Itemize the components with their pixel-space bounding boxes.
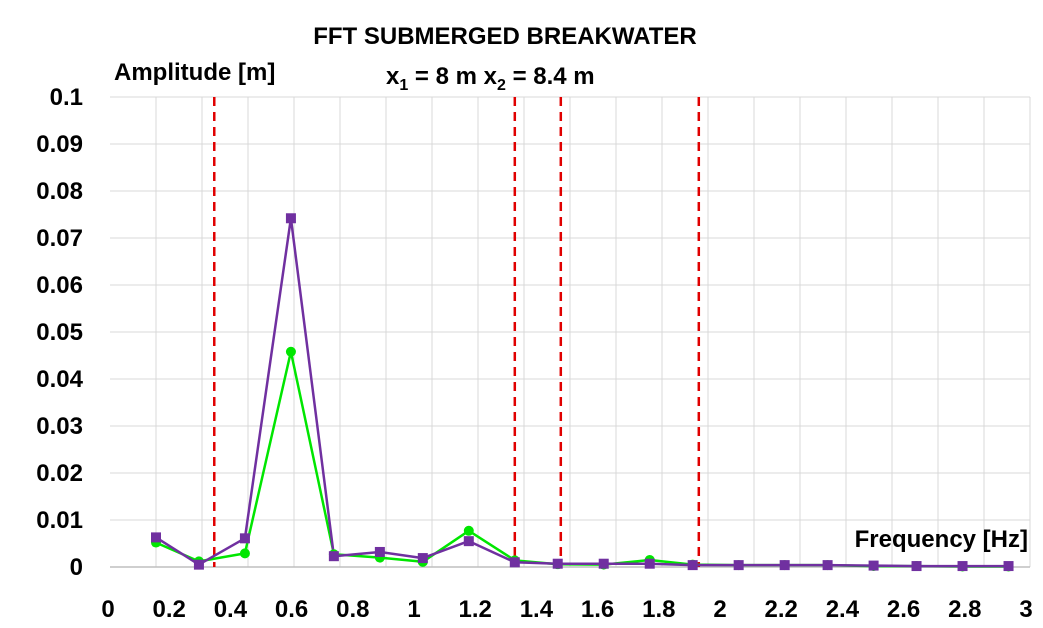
x-tick-label-3: 0.6 [275, 596, 308, 623]
x-tick-label-8: 1.6 [581, 596, 614, 623]
series-group [151, 213, 1014, 572]
y-tick-labels: 0 0.01 0.02 0.03 0.04 0.05 0.06 0.07 0.08 0.09 0.1 [36, 84, 83, 581]
chart-subtitle: x1 = 8 m x2 = 8.4 m [386, 63, 595, 94]
series-2-point-9 [509, 557, 520, 568]
x-tick-label-7: 1.4 [520, 596, 554, 623]
series-2-point-18 [911, 561, 922, 572]
series-2-point-16 [822, 560, 833, 571]
reference-lines [213, 97, 701, 567]
series-2-point-11 [598, 558, 609, 569]
y-tick-label-5: 0.05 [36, 319, 83, 346]
x-tick-label-11: 2.2 [765, 596, 798, 623]
series-2-point-10 [552, 558, 563, 569]
series-2-point-3 [239, 533, 250, 544]
x-tick-label-15: 3 [1019, 596, 1032, 623]
y-tick-label-1: 0.01 [36, 507, 83, 534]
x-tick-label-13: 2.6 [887, 596, 920, 623]
x-tick-labels: 0 0.2 0.4 0.6 0.8 1 1.2 1.4 1.6 1.8 2 2.2 2.4 2.6 2.8 3 [101, 596, 1032, 623]
x-tick-label-2: 0.4 [214, 596, 248, 623]
x-tick-label-9: 1.8 [642, 596, 675, 623]
series-2-point-20 [1003, 561, 1014, 572]
series-1-point-8 [463, 525, 474, 536]
subtitle-x2-label: x [484, 63, 498, 90]
series-2-point-13 [687, 560, 698, 571]
y-tick-label-4: 0.04 [36, 366, 83, 393]
series-2-point-15 [779, 560, 790, 571]
y-tick-label-10: 0.1 [50, 84, 83, 111]
series-2-point-2 [193, 559, 204, 570]
chart-title: FFT SUBMERGED BREAKWATER [313, 23, 697, 50]
subtitle-x1-label: x [386, 63, 400, 90]
x-tick-label-4: 0.8 [336, 596, 369, 623]
x-tick-label-14: 2.8 [948, 596, 981, 623]
x-tick-label-5: 1 [407, 596, 420, 623]
series-1-point-3 [239, 548, 250, 559]
series-2-point-14 [733, 560, 744, 571]
subtitle-x1-subscript: 1 [399, 77, 408, 94]
series-2-point-12 [644, 558, 655, 569]
series-2-line [155, 217, 1009, 568]
x-tick-label-12: 2.4 [826, 596, 860, 623]
y-tick-label-2: 0.02 [36, 460, 83, 487]
gridlines [110, 96, 1031, 568]
series-2-point-8 [463, 536, 474, 547]
y-axis-label: Amplitude [m] [114, 59, 275, 86]
subtitle-x1-value: = 8 m [408, 63, 483, 90]
x-tick-label-0: 0 [101, 596, 114, 623]
x-tick-label-10: 2 [713, 596, 726, 623]
y-tick-label-7: 0.07 [36, 225, 83, 252]
y-tick-label-9: 0.09 [36, 131, 83, 158]
subtitle-x2-subscript: 2 [497, 77, 506, 94]
series-2-point-1 [151, 532, 161, 543]
series-2-point-19 [957, 561, 968, 572]
series-2-point-7 [417, 553, 428, 564]
series-2-point-17 [868, 560, 879, 571]
x-tick-label-1: 0.2 [153, 596, 186, 623]
series-2-point-5 [328, 551, 339, 562]
subtitle-x2-value: = 8.4 m [506, 63, 595, 90]
series-2-point-6 [374, 546, 385, 557]
y-tick-label-8: 0.08 [36, 178, 83, 205]
x-axis-label: Frequency [Hz] [855, 526, 1028, 553]
y-tick-label-0: 0 [70, 554, 83, 581]
x-tick-label-6: 1.2 [459, 596, 492, 623]
y-tick-label-3: 0.03 [36, 413, 83, 440]
y-tick-label-6: 0.06 [36, 272, 83, 299]
series-1-point-4 [285, 346, 296, 357]
series-2-point-4 [285, 213, 296, 224]
